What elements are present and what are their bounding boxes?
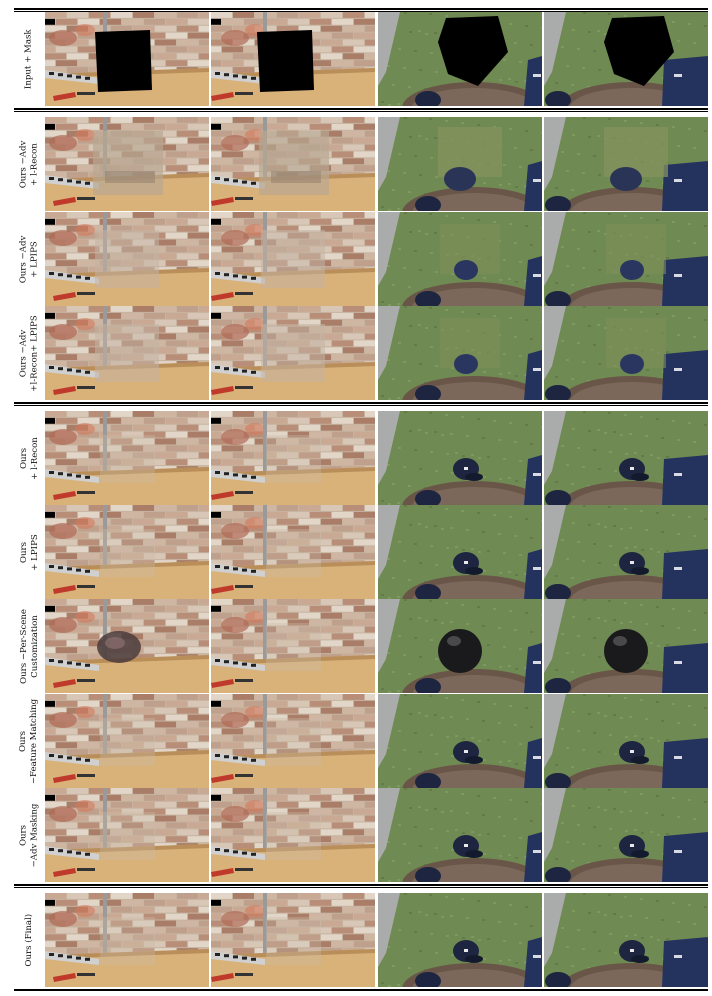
result-image-no-adv-l1-lpips-lawn-1 [378, 306, 542, 400]
row-label-no-adv-l1: Ours −Adv + l-Recon [14, 117, 44, 211]
row-label-line: Input + Mask [23, 29, 34, 89]
result-image-no-adv-l1-desk-2 [211, 117, 375, 211]
result-image-no-feature-matching-desk-1 [45, 694, 209, 788]
result-image-lpips-lawn-1 [378, 505, 542, 599]
row-label-line: Ours [18, 447, 29, 469]
table-rule [14, 989, 708, 991]
result-image-no-adv-lpips-lawn-2 [544, 212, 708, 306]
row-label-l1: Ours + l-Recon [14, 411, 44, 505]
result-image-final-lawn-2 [544, 893, 708, 987]
table-rule [14, 884, 708, 886]
row-label-lpips: Ours + LPIPS [14, 505, 44, 599]
result-image-no-adv-lpips-desk-2 [211, 212, 375, 306]
row-label-line: + LPIPS [29, 533, 39, 571]
row-label-line: +l-Recon+ LPIPS [29, 314, 40, 392]
row-label-no-customization: Ours −Per-Scene Customization [14, 599, 44, 693]
row-label-line: + l-Recon [29, 436, 40, 480]
row-label-line: Ours [18, 824, 29, 846]
result-image-no-adv-l1-lawn-1 [378, 117, 542, 211]
result-image-l1-desk-2 [211, 411, 375, 505]
row-label-line: −Adv Masking [29, 803, 40, 867]
result-image-no-adv-lpips-desk-1 [45, 212, 209, 306]
result-image-final-desk-1 [45, 893, 209, 987]
result-image-l1-lawn-2 [544, 411, 708, 505]
row-label-line: Ours −Adv [18, 140, 29, 188]
table-rule [14, 402, 708, 404]
table-rule [14, 886, 708, 888]
result-image-no-feature-matching-lawn-2 [544, 694, 708, 788]
row-label-no-feature-matching: Ours −Feature Matching [14, 694, 44, 788]
result-image-no-adv-l1-lpips-desk-2 [211, 306, 375, 400]
row-label-no-adv-lpips: Ours −Adv + LPIPS [14, 212, 44, 306]
row-label-line: + LPIPS [29, 240, 39, 278]
result-image-final-lawn-1 [378, 893, 542, 987]
result-image-input-desk-1 [45, 12, 209, 106]
result-image-no-adv-lpips-lawn-1 [378, 212, 542, 306]
result-image-lpips-desk-2 [211, 505, 375, 599]
result-image-input-lawn-2 [544, 12, 708, 106]
result-image-no-customization-lawn-1 [378, 599, 542, 693]
result-image-no-adv-l1-lawn-2 [544, 117, 708, 211]
result-image-no-feature-matching-desk-2 [211, 694, 375, 788]
table-rule [14, 8, 708, 10]
result-image-lpips-desk-1 [45, 505, 209, 599]
row-label-line: Ours [18, 730, 29, 752]
row-label-line: −Feature Matching [29, 698, 40, 784]
result-image-final-desk-2 [211, 893, 375, 987]
result-image-no-adv-masking-lawn-1 [378, 788, 542, 882]
table-rule [14, 110, 708, 112]
row-label-no-adv-masking: Ours −Adv Masking [14, 788, 44, 882]
result-image-l1-desk-1 [45, 411, 209, 505]
row-label-line: Customization [29, 614, 39, 678]
result-image-no-adv-masking-desk-1 [45, 788, 209, 882]
row-label-line: + l-Recon [29, 142, 39, 186]
row-label-line: Ours −Adv [18, 329, 29, 377]
result-image-no-adv-l1-lpips-desk-1 [45, 306, 209, 400]
result-image-no-adv-masking-desk-2 [211, 788, 375, 882]
row-label-final: Ours (Final) [14, 893, 44, 987]
result-image-no-adv-l1-desk-1 [45, 117, 209, 211]
result-image-l1-lawn-1 [378, 411, 542, 505]
table-rule [14, 10, 708, 12]
result-image-no-feature-matching-lawn-1 [378, 694, 542, 788]
row-label-input: Input + Mask [14, 12, 44, 106]
result-image-lpips-lawn-2 [544, 505, 708, 599]
result-image-no-customization-desk-1 [45, 599, 209, 693]
table-rule [14, 404, 708, 406]
result-image-input-lawn-1 [378, 12, 542, 106]
row-label-line: Ours (Final) [23, 913, 34, 967]
row-label-no-adv-l1-lpips: Ours −Adv +l-Recon+ LPIPS [14, 306, 44, 400]
result-image-input-desk-2 [211, 12, 375, 106]
result-image-no-adv-masking-lawn-2 [544, 788, 708, 882]
row-label-line: Ours [18, 541, 29, 563]
row-label-line: Ours −Per-Scene [18, 608, 29, 684]
result-image-no-customization-lawn-2 [544, 599, 708, 693]
result-image-no-adv-l1-lpips-lawn-2 [544, 306, 708, 400]
table-rule [14, 108, 708, 110]
row-label-line: Ours −Adv [18, 235, 29, 283]
result-image-no-customization-desk-2 [211, 599, 375, 693]
